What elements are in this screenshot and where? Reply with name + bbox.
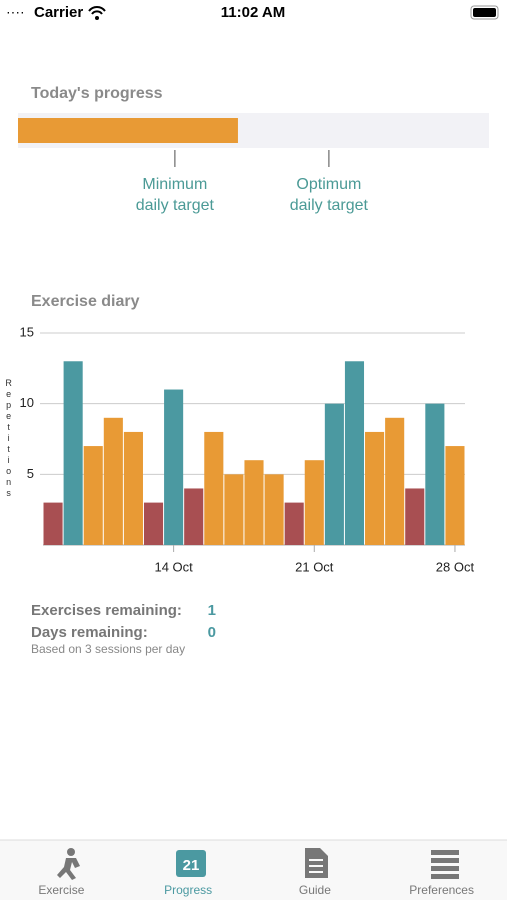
wifi-icon xyxy=(88,6,106,15)
bar xyxy=(204,431,224,545)
target-label: daily target xyxy=(136,197,215,214)
bar xyxy=(284,502,304,545)
progress-icon[interactable] xyxy=(176,850,206,877)
bar xyxy=(405,488,425,545)
battery xyxy=(470,5,499,20)
clock: 11:02 AM xyxy=(221,4,285,21)
tab-label[interactable]: Guide xyxy=(299,883,331,897)
stat-value: 1 xyxy=(208,602,216,619)
bar xyxy=(324,403,344,545)
y-tick-label: 15 xyxy=(20,324,34,339)
bar xyxy=(83,446,103,545)
stat-value: 0 xyxy=(208,624,216,641)
bar xyxy=(43,502,63,545)
bar xyxy=(224,474,244,545)
bar xyxy=(385,417,405,545)
bar xyxy=(143,502,164,545)
y-axis-label: Repetitions xyxy=(4,378,14,499)
bar xyxy=(304,460,324,545)
x-tick-label: 28 Oct xyxy=(436,559,475,574)
stat-label: Days remaining: xyxy=(31,624,148,641)
bar xyxy=(164,389,184,545)
tab-label[interactable]: Preferences xyxy=(409,883,474,897)
bar xyxy=(123,431,143,545)
carrier: Carrier xyxy=(34,4,83,21)
bar xyxy=(184,488,204,545)
x-tick-label: 14 Oct xyxy=(154,559,193,574)
bar xyxy=(344,361,365,545)
bar xyxy=(445,446,465,545)
battery-level xyxy=(473,8,496,17)
tab-label[interactable]: Exercise xyxy=(38,883,84,897)
x-tick-label: 21 Oct xyxy=(295,559,334,574)
preferences-icon[interactable] xyxy=(431,850,459,879)
stat-label: Exercises remaining: xyxy=(31,602,182,619)
bar xyxy=(103,417,123,545)
bar xyxy=(365,431,385,545)
bar xyxy=(244,460,264,545)
tab-label[interactable]: Progress xyxy=(164,883,212,897)
guide-lines xyxy=(309,859,323,873)
guide-icon[interactable] xyxy=(305,848,328,878)
section-title: Today's progress xyxy=(31,85,163,102)
wifi-dot xyxy=(95,16,99,20)
signal: ···· xyxy=(6,4,25,20)
target-label: Minimum xyxy=(142,176,207,193)
exercise-icon[interactable] xyxy=(57,848,80,880)
progress-fill xyxy=(18,118,238,143)
target-label: daily target xyxy=(290,197,369,214)
target-label: Optimum xyxy=(296,176,361,193)
bar xyxy=(264,474,284,545)
bar xyxy=(425,403,445,545)
calendar-day: 21 xyxy=(183,857,200,874)
y-tick-label: 10 xyxy=(20,395,34,410)
y-tick-label: 5 xyxy=(27,466,34,481)
tab-bar xyxy=(0,840,507,900)
stat-note: Based on 3 sessions per day xyxy=(31,642,185,656)
section-title: Exercise diary xyxy=(31,293,140,310)
bar xyxy=(63,361,83,545)
